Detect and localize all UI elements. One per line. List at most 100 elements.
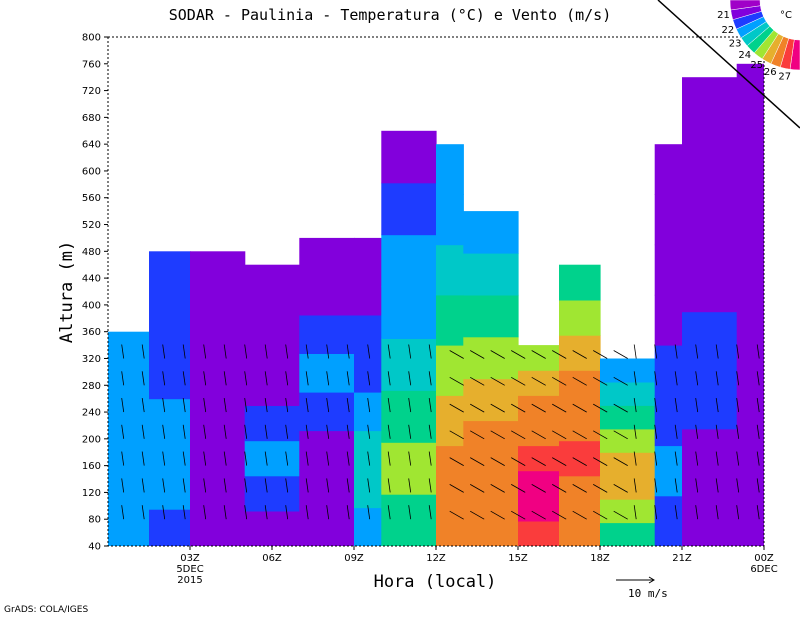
wind-arrow: [387, 451, 391, 466]
temperature-cell: [354, 507, 382, 546]
temperature-cell: [518, 370, 560, 396]
y-tick-label: 640: [82, 140, 101, 151]
colorbar-label: 21: [717, 10, 730, 21]
wind-arrow: [756, 451, 760, 466]
wind-arrow: [531, 403, 546, 413]
temperature-cell: [190, 509, 246, 546]
y-tick-label: 760: [82, 59, 101, 70]
temperature-cell: [299, 237, 355, 277]
wind-arrow: [490, 430, 505, 440]
wind-arrow: [490, 484, 505, 493]
wind-arrow: [285, 505, 289, 520]
wind-arrow: [367, 478, 371, 493]
wind-arrow: [449, 484, 464, 493]
wind-arrow: [367, 424, 371, 439]
wind-arrow: [223, 371, 227, 386]
wind-arrow: [408, 344, 412, 359]
x-tick-label: 12Z: [426, 553, 446, 564]
wind-arrow: [613, 403, 628, 413]
wind-arrow: [449, 350, 464, 359]
temperature-cell: [463, 211, 519, 254]
wind-arrow: [674, 344, 678, 359]
wind-arrow: [593, 484, 608, 493]
wind-arrow: [531, 457, 546, 466]
wind-arrow: [511, 403, 526, 413]
wind-arrow: [141, 505, 145, 520]
temperature-cell: [559, 440, 601, 477]
wind-arrow: [531, 376, 546, 386]
wind-arrow: [695, 451, 699, 466]
wind-barbs: [121, 344, 760, 520]
wind-arrow: [572, 484, 587, 493]
wind-arrow: [715, 344, 719, 359]
wind-arrow: [490, 350, 505, 359]
wind-arrow: [244, 478, 248, 493]
wind-reference-label: 10 m/s: [628, 587, 668, 600]
wind-arrow: [203, 398, 207, 413]
wind-arrow: [490, 376, 505, 386]
wind-arrow: [756, 478, 760, 493]
wind-arrow: [387, 344, 391, 359]
temperature-cell: [682, 370, 738, 430]
y-tick-label: 480: [82, 247, 101, 258]
wind-arrow: [203, 371, 207, 386]
colorbar-label: 27: [778, 72, 791, 83]
wind-arrow: [121, 371, 125, 386]
wind-arrow: [511, 430, 526, 440]
temperature-cell: [600, 475, 656, 500]
y-tick-label: 600: [82, 166, 101, 177]
wind-arrow: [264, 424, 268, 439]
temperature-cell: [600, 358, 656, 383]
wind-arrow: [613, 350, 628, 359]
wind-arrow: [695, 398, 699, 413]
wind-arrow: [572, 403, 587, 413]
wind-arrow: [182, 344, 186, 359]
temperature-cell: [559, 405, 601, 442]
wind-reference-arrowhead: [648, 576, 655, 584]
wind-arrow: [162, 398, 166, 413]
wind-arrow: [367, 371, 371, 386]
temperature-cell: [559, 335, 601, 371]
chart-title: SODAR - Paulinia - Temperatura (°C) e Ve…: [169, 6, 612, 24]
y-tick-label: 360: [82, 327, 101, 338]
temperature-cell: [381, 442, 437, 495]
wind-arrow: [305, 371, 309, 386]
x-tick-label: 03Z: [180, 553, 200, 564]
wind-arrow: [736, 478, 740, 493]
x-tick-label: 06Z: [262, 553, 282, 564]
temperature-cell: [149, 325, 191, 363]
wind-arrow: [531, 350, 546, 359]
wind-arrow: [531, 510, 546, 520]
wind-arrow: [285, 451, 289, 466]
temperature-cell: [190, 325, 246, 363]
temperature-cell: [354, 237, 382, 277]
wind-arrow: [264, 451, 268, 466]
wind-arrow: [470, 350, 485, 359]
wind-arrow: [121, 424, 125, 439]
temperature-cell: [436, 144, 464, 195]
x-axis-label: Hora (local): [374, 572, 497, 592]
wind-arrow: [633, 451, 637, 466]
temperature-cell: [518, 420, 560, 447]
wind-arrow: [141, 344, 145, 359]
wind-arrow: [244, 424, 248, 439]
wind-arrow: [572, 510, 587, 520]
temperature-cell: [299, 507, 355, 546]
wind-arrow: [715, 371, 719, 386]
x-tick-label: 09Z: [344, 553, 364, 564]
temperature-cell: [381, 130, 437, 184]
wind-arrow: [633, 371, 637, 386]
wind-arrow: [674, 478, 678, 493]
temperature-cell: [244, 475, 300, 512]
wind-arrow: [121, 344, 125, 359]
wind-arrow: [470, 376, 485, 386]
wind-arrow: [715, 424, 719, 439]
wind-arrow: [264, 371, 268, 386]
wind-arrow: [264, 398, 268, 413]
wind-arrow: [633, 424, 637, 439]
y-tick-label: 720: [82, 86, 101, 97]
wind-arrow: [182, 505, 186, 520]
wind-arrow: [511, 376, 526, 386]
